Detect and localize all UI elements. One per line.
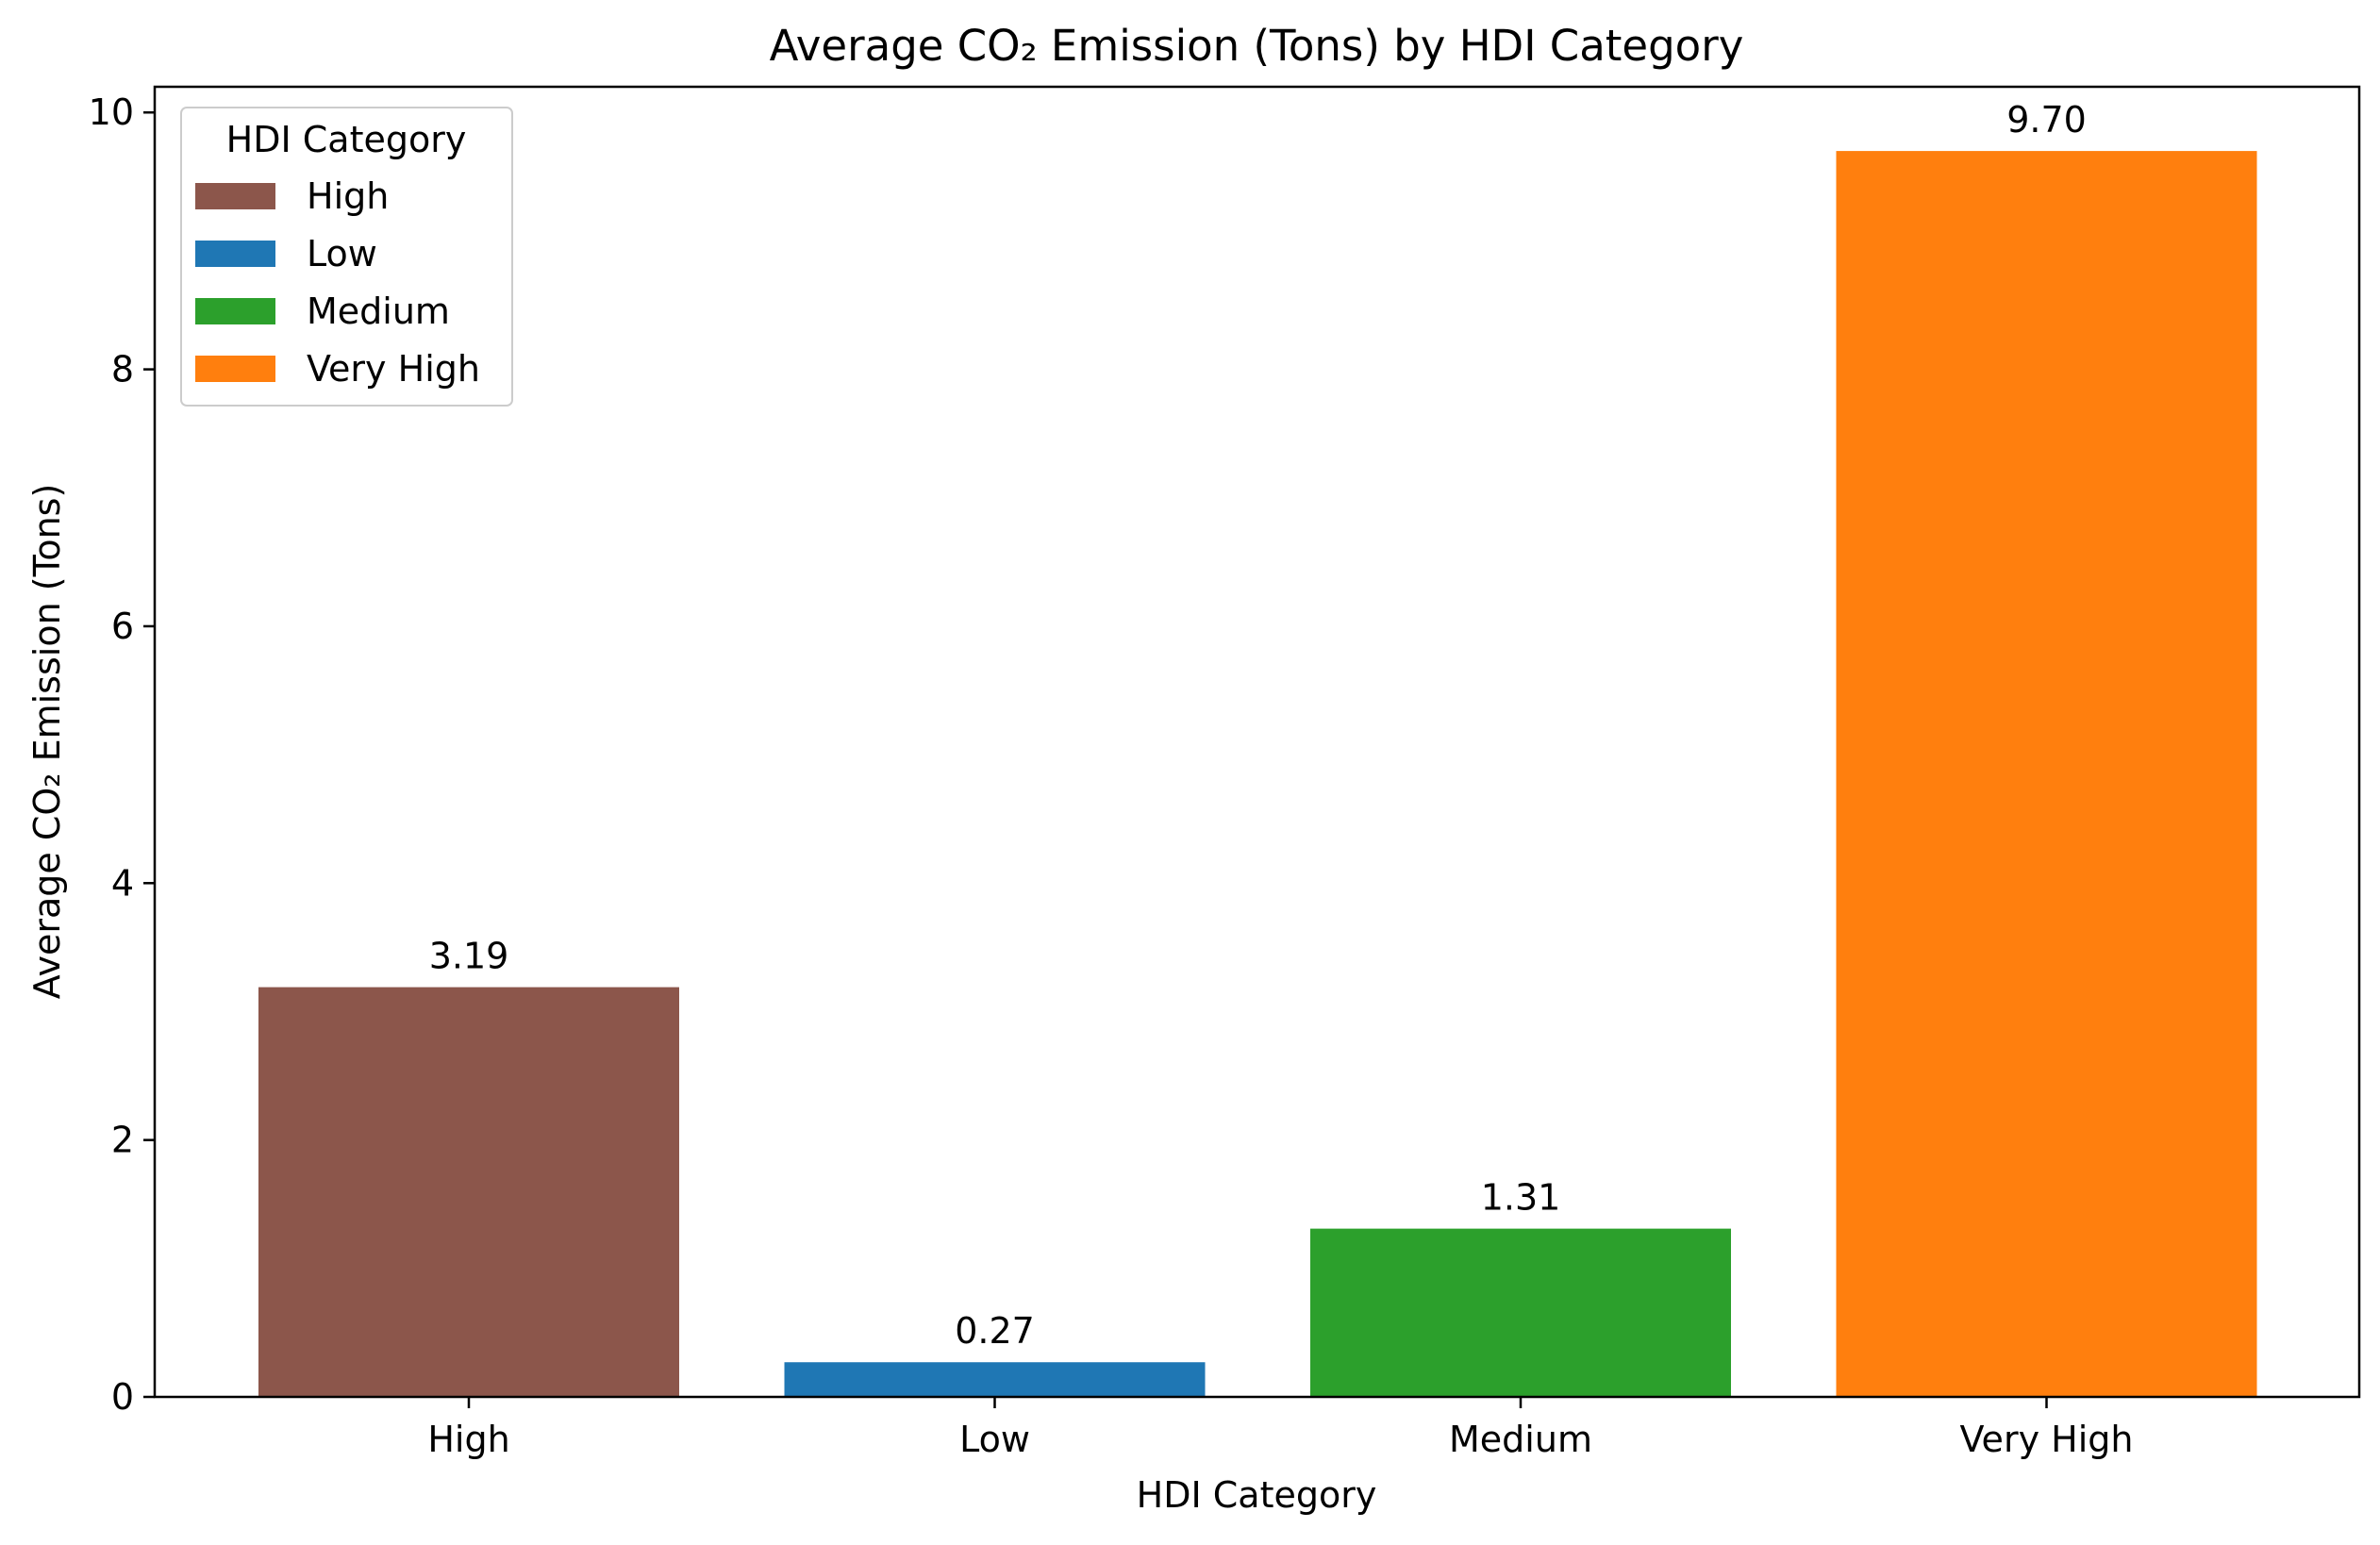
- x-tick-label: Low: [959, 1419, 1030, 1460]
- x-tick-label: Very High: [1960, 1419, 2134, 1460]
- legend-swatch-medium: [195, 298, 275, 324]
- x-tick-label: Medium: [1449, 1419, 1592, 1460]
- x-tick-label: High: [427, 1419, 509, 1460]
- legend-entries: High Low Medium Very High: [195, 175, 480, 390]
- legend-frame: [180, 107, 513, 407]
- chart-title: Average CO₂ Emission (Tons) by HDI Categ…: [770, 21, 1744, 71]
- legend-swatch-very-high: [195, 356, 275, 382]
- legend: HDI Category High Low Medium Very High: [180, 107, 513, 407]
- bar-medium: [1310, 1228, 1731, 1397]
- bar-value-label: 1.31: [1481, 1177, 1561, 1219]
- legend-label: Very High: [307, 348, 480, 390]
- bar-low: [784, 1362, 1206, 1397]
- y-axis-label: Average CO₂ Emission (Tons): [26, 484, 68, 1000]
- legend-label: Medium: [307, 291, 450, 332]
- y-axis: 0 2 4 6 8 10: [89, 91, 155, 1418]
- y-tick-label: 0: [111, 1376, 134, 1418]
- plot-area-frame: [153, 85, 2361, 1399]
- legend-title: HDI Category: [226, 119, 467, 160]
- bar-value-label: 3.19: [429, 936, 509, 977]
- legend-label: High: [307, 175, 389, 217]
- legend-label: Low: [307, 233, 377, 274]
- y-tick-label: 8: [111, 349, 134, 390]
- bars-layer: [258, 151, 2257, 1397]
- bar-very-high: [1836, 151, 2257, 1397]
- y-tick-label: 2: [111, 1120, 134, 1161]
- bar-value-label: 9.70: [2006, 99, 2087, 141]
- legend-swatch-low: [195, 241, 275, 267]
- y-tick-label: 10: [89, 91, 134, 133]
- legend-swatch-high: [195, 183, 275, 209]
- value-labels-layer: 3.19 0.27 1.31 9.70: [429, 99, 2087, 1352]
- y-tick-label: 4: [111, 862, 134, 904]
- bar-value-label: 0.27: [955, 1310, 1035, 1352]
- x-axis-label: HDI Category: [1137, 1474, 1377, 1516]
- bar-high: [258, 987, 679, 1397]
- y-tick-label: 6: [111, 606, 134, 647]
- x-axis: High Low Medium Very High: [427, 1397, 2133, 1460]
